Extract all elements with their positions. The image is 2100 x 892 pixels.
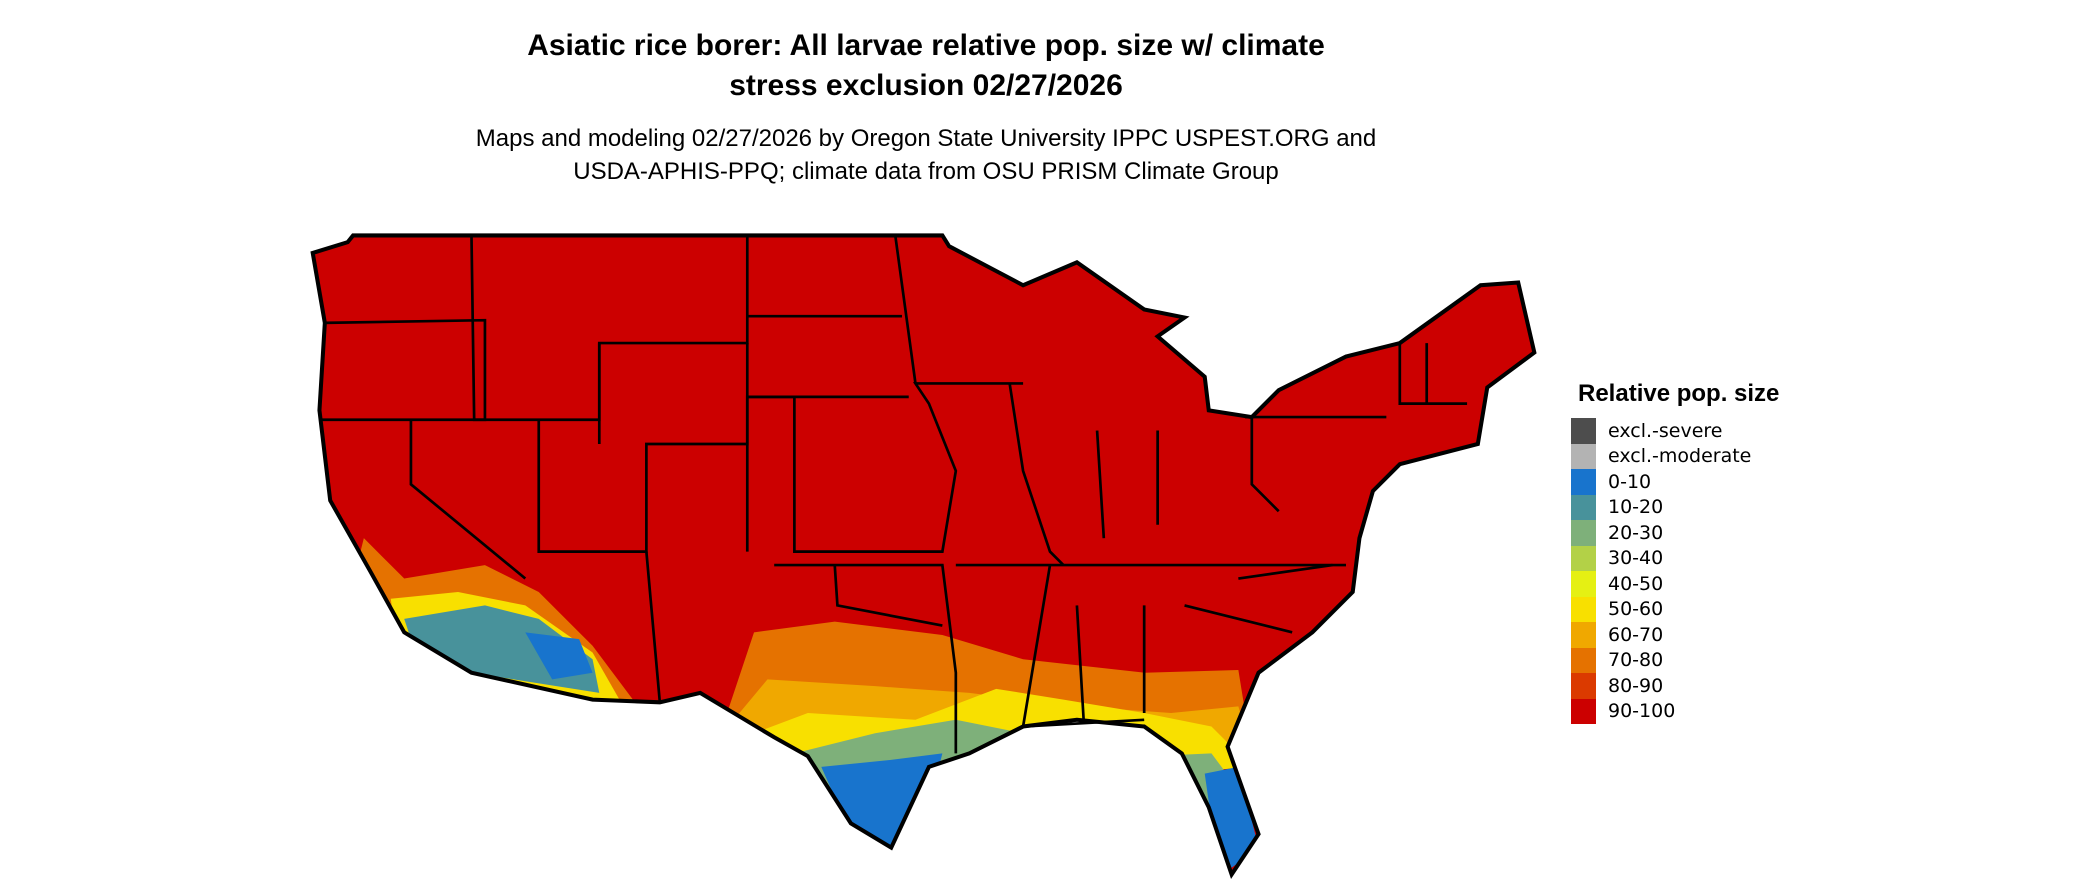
map-subtitle: Maps and modeling 02/27/2026 by Oregon S… xyxy=(0,122,1852,188)
legend-swatch xyxy=(1571,673,1596,699)
legend-items: excl.-severe excl.-moderate 0-10 10-20 20-30… xyxy=(1571,418,1779,724)
legend-item: excl.-severe xyxy=(1571,418,1779,444)
legend-item: 20-30 xyxy=(1571,520,1779,546)
legend-item: 30-40 xyxy=(1571,545,1779,571)
subtitle-line-1: Maps and modeling 02/27/2026 by Oregon S… xyxy=(475,125,1377,152)
legend-swatch xyxy=(1571,545,1596,571)
legend-item: 40-50 xyxy=(1571,571,1779,597)
legend-label: 20-30 xyxy=(1608,521,1664,544)
legend-label: 40-50 xyxy=(1608,572,1664,595)
legend-swatch xyxy=(1571,418,1596,444)
legend-swatch xyxy=(1571,647,1596,673)
state-borders xyxy=(319,235,1468,754)
legend-item: 90-100 xyxy=(1571,698,1779,724)
legend-label: 10-20 xyxy=(1608,496,1664,519)
subtitle-line-2: USDA-APHIS-PPQ; climate data from OSU PR… xyxy=(573,158,1279,185)
legend-label: 60-70 xyxy=(1608,623,1664,646)
legend-item: 10-20 xyxy=(1571,494,1779,520)
legend-item: 50-60 xyxy=(1571,596,1779,622)
title-line-1: Asiatic rice borer: All larvae relative … xyxy=(527,29,1325,62)
legend-label: 80-90 xyxy=(1608,674,1664,697)
map-title: Asiatic rice borer: All larvae relative … xyxy=(0,26,1852,106)
legend-swatch xyxy=(1571,622,1596,648)
legend-swatch xyxy=(1571,571,1596,597)
legend-swatch xyxy=(1571,698,1596,724)
legend-label: excl.-moderate xyxy=(1608,445,1752,468)
legend-title: Relative pop. size xyxy=(1578,380,1780,407)
title-line-2: stress exclusion 02/27/2026 xyxy=(729,69,1123,102)
legend-label: 90-100 xyxy=(1608,700,1676,723)
legend-swatch xyxy=(1571,596,1596,622)
region-0-10-florida xyxy=(1204,766,1259,868)
region-0-10-west xyxy=(525,632,593,680)
legend-label: 70-80 xyxy=(1608,649,1664,672)
legend-label: excl.-severe xyxy=(1608,419,1723,442)
legend-swatch xyxy=(1571,443,1596,469)
legend-swatch xyxy=(1571,469,1596,495)
legend-item: 80-90 xyxy=(1571,673,1779,699)
legend-swatch xyxy=(1571,520,1596,546)
legend-label: 30-40 xyxy=(1608,547,1664,570)
legend-item: 0-10 xyxy=(1571,469,1779,495)
legend-label: 50-60 xyxy=(1608,598,1664,621)
legend-label: 0-10 xyxy=(1608,470,1652,493)
legend-item: excl.-moderate xyxy=(1571,443,1779,469)
legend: Relative pop. size excl.-severe excl.-mod… xyxy=(1571,380,1780,724)
legend-swatch xyxy=(1571,494,1596,520)
legend-item: 60-70 xyxy=(1571,622,1779,648)
legend-item: 70-80 xyxy=(1571,647,1779,673)
